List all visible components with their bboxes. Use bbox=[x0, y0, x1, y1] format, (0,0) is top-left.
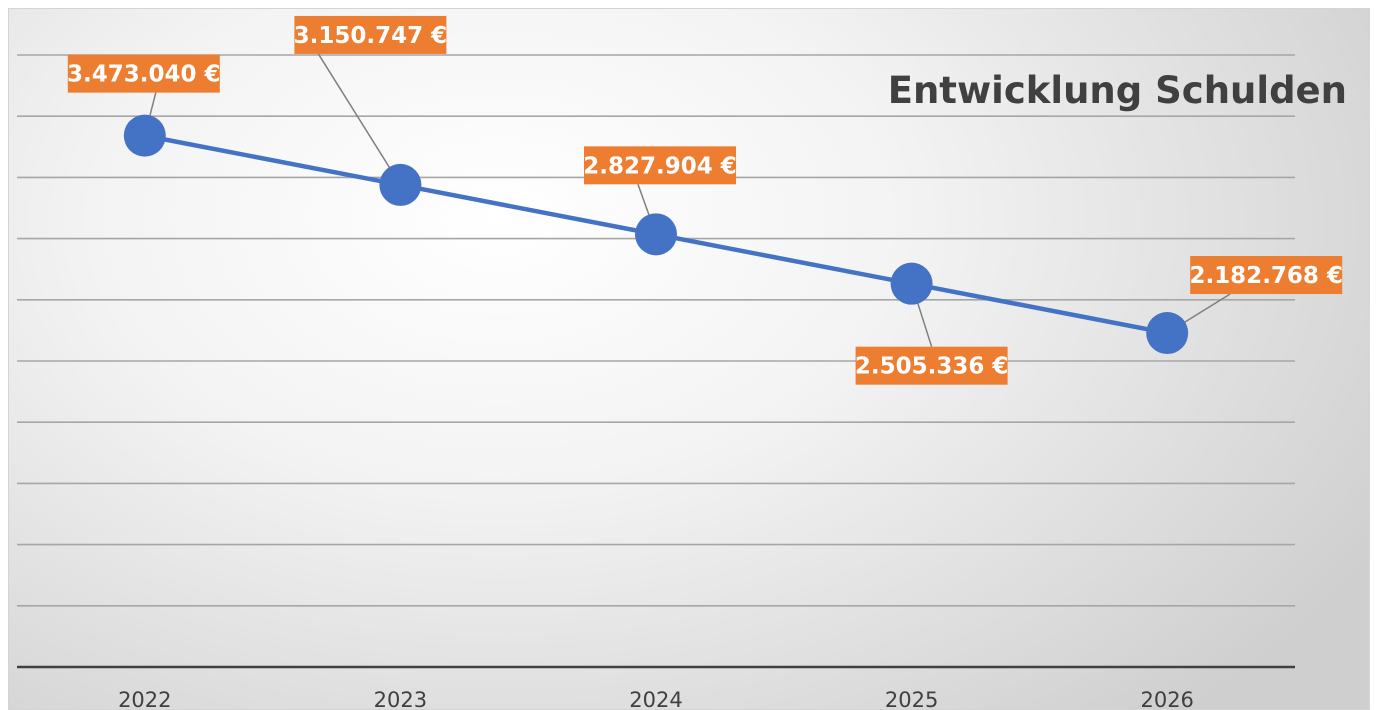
data-label-box bbox=[584, 146, 736, 185]
data-point bbox=[635, 213, 677, 256]
series bbox=[123, 114, 1189, 355]
data-label-box bbox=[1190, 256, 1343, 295]
x-tick-label: 2022 bbox=[118, 688, 171, 710]
x-tick-label: 2025 bbox=[885, 688, 938, 710]
data-point bbox=[123, 114, 166, 157]
data-label: 2.827.904 € bbox=[583, 153, 737, 179]
line-chart: 2022 2023 2024 2025 2026 3.473.040 € 3.150.74… bbox=[17, 15, 1347, 710]
data-labels: 3.473.040 € 3.150.747 € 2.827.904 € 2.505.3… bbox=[67, 15, 1343, 385]
data-point bbox=[890, 262, 933, 305]
data-label-box bbox=[855, 346, 1008, 385]
data-point bbox=[1146, 312, 1189, 355]
data-label: 2.505.336 € bbox=[855, 354, 1009, 380]
x-tick-label: 2024 bbox=[629, 688, 682, 710]
x-axis: 2022 2023 2024 2025 2026 bbox=[17, 665, 1295, 710]
x-tick-label: 2026 bbox=[1140, 688, 1193, 710]
chart-title: Entwicklung Schulden bbox=[888, 69, 1347, 112]
data-label-box bbox=[67, 54, 220, 93]
data-label: 3.473.040 € bbox=[67, 62, 221, 88]
data-point bbox=[379, 163, 422, 206]
x-tick-label: 2023 bbox=[374, 688, 427, 710]
chart-area: 2022 2023 2024 2025 2026 3.473.040 € 3.150.74… bbox=[8, 8, 1370, 710]
data-label-box bbox=[294, 15, 447, 54]
data-label: 3.150.747 € bbox=[294, 23, 448, 49]
data-label: 2.182.768 € bbox=[1189, 263, 1343, 289]
gridlines bbox=[17, 54, 1295, 607]
leader-line bbox=[317, 53, 402, 186]
